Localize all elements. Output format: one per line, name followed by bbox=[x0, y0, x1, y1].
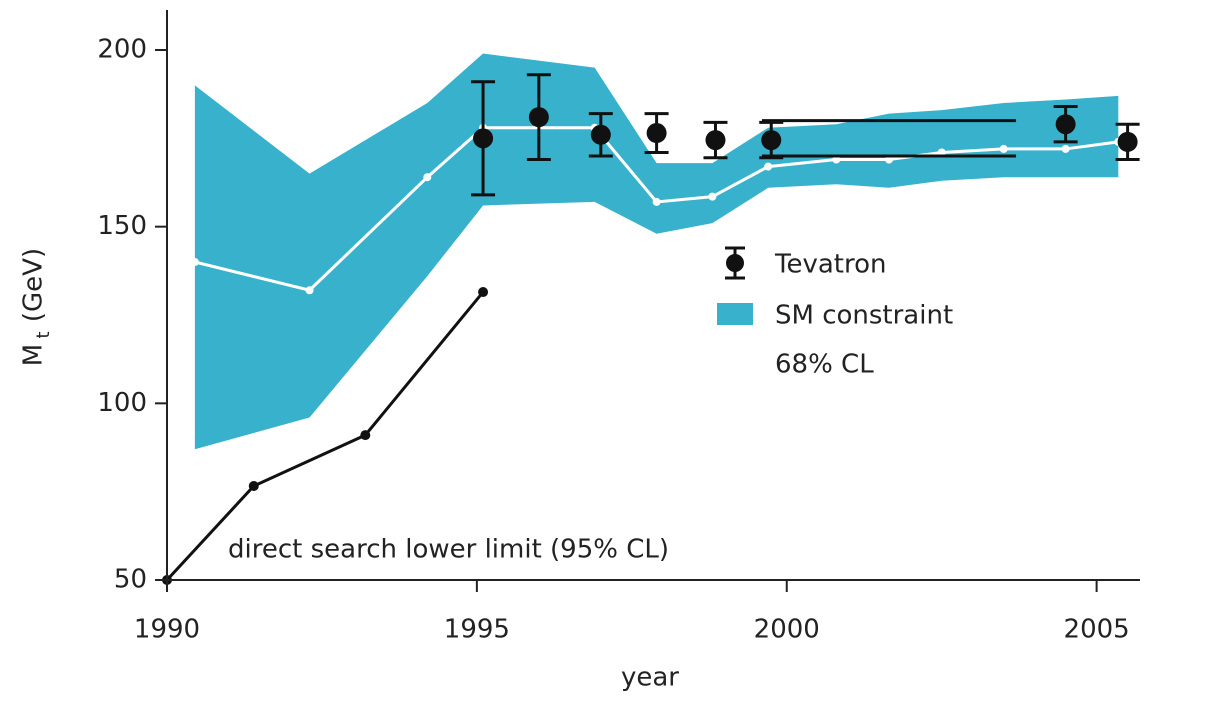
limit-label: direct search lower limit (95% CL) bbox=[228, 535, 669, 565]
x-tick-label: 1990 bbox=[134, 615, 200, 645]
x-axis-label: year bbox=[621, 663, 679, 693]
sm-center-line bbox=[194, 126, 1119, 292]
y-tick-label: 200 bbox=[97, 35, 147, 65]
sm-center-point bbox=[652, 197, 661, 206]
y-label-main: M bbox=[19, 344, 49, 366]
sm-center-point bbox=[832, 155, 841, 164]
tevatron-point bbox=[528, 107, 549, 128]
y-label-unit: (GeV) bbox=[19, 248, 49, 322]
sm-band bbox=[194, 53, 1119, 450]
y-tick-label: 150 bbox=[97, 211, 147, 241]
tevatron-point bbox=[646, 123, 667, 144]
tevatron-point bbox=[590, 124, 611, 145]
sm-center-point bbox=[999, 144, 1008, 153]
legend-label: SM constraint bbox=[775, 301, 953, 331]
tevatron-point bbox=[705, 130, 726, 151]
legend-swatch bbox=[717, 303, 753, 325]
sm-center-point bbox=[423, 173, 432, 182]
x-tick-label: 2005 bbox=[1064, 615, 1130, 645]
x-tick-label: 2000 bbox=[754, 615, 820, 645]
sm-center-point bbox=[190, 258, 199, 266]
sm-center-point bbox=[937, 148, 946, 157]
legend-label: Tevatron bbox=[774, 250, 886, 280]
limit-line bbox=[165, 291, 485, 582]
sm-center-point bbox=[1061, 144, 1070, 153]
limit-point bbox=[248, 481, 259, 492]
x-tick-label: 1995 bbox=[444, 615, 510, 645]
y-tick-label: 50 bbox=[114, 565, 147, 595]
legend-marker bbox=[726, 254, 744, 272]
limit-point bbox=[478, 287, 489, 298]
sm-center-point bbox=[305, 286, 314, 295]
y-tick-label: 100 bbox=[97, 388, 147, 418]
sm-center-point bbox=[708, 192, 717, 201]
legend-note: 68% CL bbox=[775, 350, 874, 380]
sm-center-point bbox=[764, 162, 773, 171]
tevatron-point bbox=[473, 128, 494, 149]
y-axis-label: M t (GeV) bbox=[19, 248, 55, 366]
sm-center-point bbox=[885, 155, 894, 164]
tevatron-point bbox=[761, 130, 782, 151]
limit-point bbox=[360, 430, 371, 441]
y-label-sub: t bbox=[33, 331, 54, 338]
tevatron-point bbox=[1055, 114, 1076, 135]
tevatron-point bbox=[1117, 131, 1138, 152]
